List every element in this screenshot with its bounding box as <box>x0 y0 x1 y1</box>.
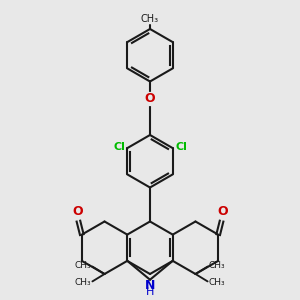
Text: H: H <box>146 287 154 297</box>
Text: Cl: Cl <box>113 142 125 152</box>
Text: O: O <box>217 205 228 218</box>
Text: CH₃: CH₃ <box>74 261 91 270</box>
Text: CH₃: CH₃ <box>141 14 159 24</box>
Text: O: O <box>72 205 83 218</box>
Text: CH₃: CH₃ <box>209 261 226 270</box>
Text: N: N <box>145 279 155 292</box>
Text: CH₃: CH₃ <box>74 278 91 287</box>
Text: Cl: Cl <box>175 142 187 152</box>
Text: O: O <box>145 92 155 106</box>
Text: CH₃: CH₃ <box>209 278 226 287</box>
